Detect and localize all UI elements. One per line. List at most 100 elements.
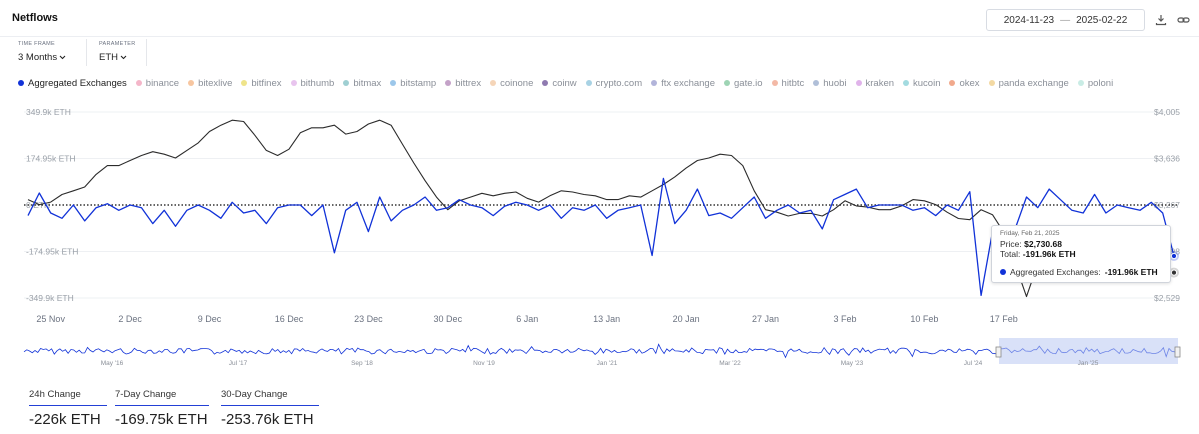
legend-dot-icon [724, 80, 730, 86]
chart-legend: Aggregated Exchanges binance bitexlive bitf… [18, 76, 1113, 90]
x-tick-label: 27 Jan [752, 314, 779, 324]
legend-label: bitmax [353, 77, 382, 89]
hover-marker-flow [1170, 252, 1178, 260]
legend-dot-icon [813, 80, 820, 86]
legend-item[interactable]: okex [949, 78, 980, 89]
legend-label: coinw [552, 77, 577, 89]
navigator-tick-label: May '16 [101, 360, 124, 367]
stat-24h: 24h Change -226k ETH [29, 389, 107, 428]
chevron-down-icon [59, 55, 66, 60]
stat-underline [29, 405, 107, 406]
time-frame-value: 3 Months [18, 52, 58, 63]
legend-item[interactable]: bitmax [343, 78, 381, 89]
tooltip-total-label: Total: [1000, 249, 1021, 259]
link-icon[interactable] [1175, 12, 1191, 28]
legend-item[interactable]: poloni [1077, 77, 1114, 89]
y-right-tick-label: $3,636 [1154, 154, 1180, 164]
tooltip-total: Total: -191.96k ETH [1000, 249, 1162, 259]
navigator-tick-label: Nov '19 [473, 360, 495, 367]
x-tick-label: 2 Dec [118, 314, 142, 324]
navigator-tick-label: Jan '25 [1078, 360, 1099, 367]
stat-value: -253.76k ETH [221, 411, 314, 428]
stat-label: 30-Day Change [221, 389, 288, 400]
time-frame-select[interactable]: 3 Months [18, 52, 66, 63]
legend-item[interactable]: bittrex [445, 78, 481, 89]
time-frame-control[interactable]: TIME FRAME 3 Months [18, 41, 66, 63]
legend-dot-icon [135, 80, 142, 86]
x-tick-label: 25 Nov [36, 314, 65, 324]
legend-item[interactable]: ftx exchange [651, 78, 715, 89]
date-start[interactable]: 2024-11-23 [1003, 14, 1055, 26]
download-icon[interactable] [1153, 12, 1169, 28]
legend-item[interactable]: hitbtc [771, 77, 805, 89]
stat-underline [221, 405, 319, 406]
legend-label: coinone [500, 77, 534, 89]
legend-label: bithumb [300, 77, 335, 89]
legend-label: bittrex [455, 77, 482, 89]
panel-title: Netflows [12, 12, 58, 24]
stat-underline [115, 405, 209, 406]
x-tick-label: 20 Jan [673, 314, 700, 324]
navigator-tick-label: Jul '17 [229, 360, 248, 367]
x-tick-label: 10 Feb [910, 314, 938, 324]
navigator-handle-left [995, 346, 1002, 358]
legend-label: Aggregated Exchanges [28, 77, 127, 89]
legend-item[interactable]: bithumb [290, 77, 335, 89]
legend-label: binance [145, 77, 180, 89]
parameter-value: ETH [99, 52, 118, 63]
tooltip-price-value: $2,730.68 [1024, 239, 1062, 249]
legend-item[interactable]: huobi [813, 78, 847, 89]
legend-item[interactable]: binance [135, 77, 180, 89]
legend-dot-icon [390, 80, 397, 86]
stat-label: 7-Day Change [115, 389, 177, 400]
tooltip-series-value: -191.96k ETH [1104, 267, 1158, 277]
x-tick-label: 9 Dec [198, 314, 222, 324]
range-navigator[interactable]: May '16 Jul '17 Sep '18 Nov '19 Jan '21 Mar '… [0, 338, 1199, 372]
legend-label: bitstamp [400, 77, 437, 89]
legend-label: panda exchange [998, 77, 1069, 89]
date-end[interactable]: 2025-02-22 [1076, 14, 1128, 26]
tooltip-price: Price: $2,730.68 [1000, 239, 1162, 249]
legend-dot-icon [771, 80, 778, 86]
legend-label: poloni [1087, 77, 1114, 89]
legend-label: hitbtc [781, 77, 805, 89]
navigator-tick-label: May '23 [841, 360, 864, 367]
legend-item[interactable]: bitstamp [390, 78, 436, 89]
legend-item[interactable]: crypto.com [585, 77, 643, 89]
x-tick-label: 13 Jan [593, 314, 620, 324]
legend-label: crypto.com [595, 77, 643, 89]
legend-dot-icon [855, 80, 862, 86]
legend-dot-icon [445, 80, 452, 86]
legend-label: kraken [865, 77, 895, 89]
parameter-control[interactable]: PARAMETER ETH [99, 41, 136, 63]
navigator-tick-label: Jul '24 [964, 360, 983, 367]
legend-item[interactable]: Aggregated Exchanges [18, 78, 127, 89]
legend-item[interactable]: bitexlive [188, 78, 232, 89]
y-left-tick-label: 174.95k ETH [26, 154, 76, 164]
chart-tooltip: Friday, Feb 21, 2025 Price: $2,730.68 To… [991, 225, 1171, 283]
legend-item[interactable]: kucoin [903, 78, 940, 89]
parameter-select[interactable]: ETH [99, 52, 136, 63]
header-divider [0, 36, 1199, 37]
legend-dot-icon [949, 80, 956, 86]
legend-item[interactable]: bitfinex [241, 77, 282, 89]
legend-item[interactable]: coinone [490, 78, 533, 89]
legend-label: ftx exchange [661, 77, 715, 89]
legend-dot-icon [290, 80, 297, 86]
legend-item[interactable]: coinw [542, 77, 577, 89]
y-left-tick-label: 349.9k ETH [26, 107, 71, 117]
date-range-picker[interactable]: 2024-11-23 — 2025-02-22 [986, 9, 1145, 31]
legend-label: bitfinex [251, 77, 282, 89]
tooltip-total-value: -191.96k ETH [1022, 249, 1076, 259]
x-tick-label: 16 Dec [275, 314, 304, 324]
navigator-tick-label: Jan '21 [597, 360, 618, 367]
legend-item[interactable]: panda exchange [988, 77, 1069, 89]
legend-item[interactable]: kraken [855, 77, 895, 89]
tooltip-price-label: Price: [1000, 239, 1022, 249]
series-line-aggregated-exchanges [27, 177, 1175, 297]
legend-item[interactable]: gate.io [724, 78, 763, 89]
tooltip-date: Friday, Feb 21, 2025 [1000, 230, 1060, 237]
legend-dot-icon [903, 80, 910, 86]
stat-30day: 30-Day Change -253.76k ETH [221, 389, 319, 428]
